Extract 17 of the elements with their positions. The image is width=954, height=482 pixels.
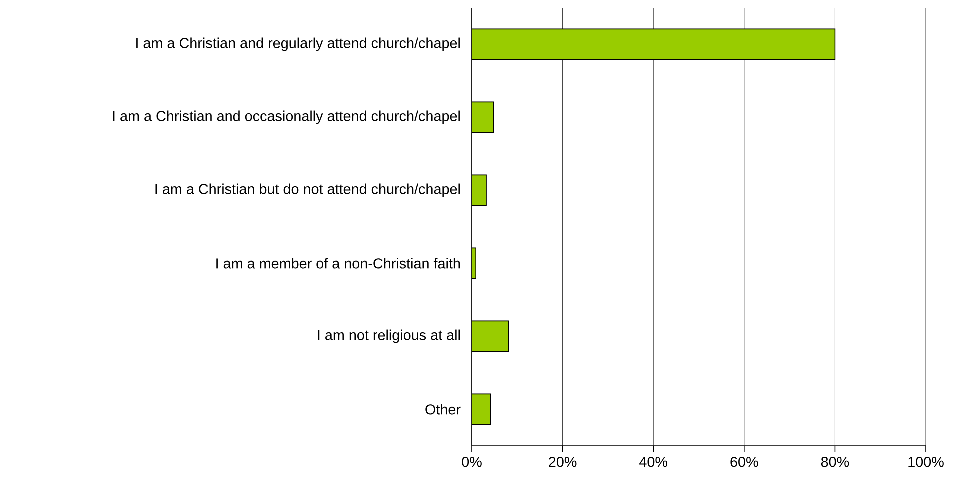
bar [472,320,510,352]
x-tick-label: 0% [462,456,482,468]
y-tick-label: I am a Christian and regularly attend church/chapel [136,38,460,52]
y-tick-label: I am not religious at all [318,330,460,344]
x-tick-label: 40% [640,456,668,468]
x-tick-label: 80% [821,456,850,468]
y-tick-label: I am a Christian but do not attend church/chapel [156,184,460,198]
bar [472,102,494,134]
y-tick-label: I am a member of a non-Christian faith [216,258,460,269]
bar [472,174,487,206]
bar [472,28,836,60]
y-tick-label: I am a Christian and occasionally attend church/chapel [113,110,460,124]
x-tick-label: 100% [908,456,944,468]
x-tick-label: 60% [730,456,758,468]
x-tick-label: 20% [549,456,577,468]
bar [472,394,492,426]
y-tick-label: Other [426,404,461,415]
